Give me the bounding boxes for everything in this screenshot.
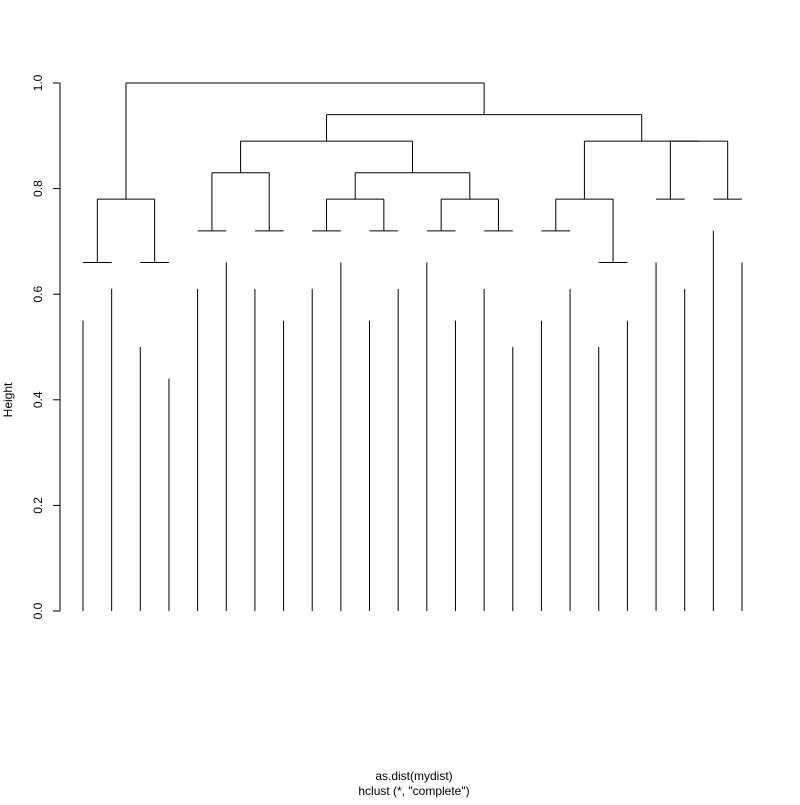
y-tick-label: 1.0 <box>31 74 45 91</box>
y-axis-label: Height <box>1 382 15 417</box>
y-tick-label: 0.0 <box>31 602 45 619</box>
subtitle: hclust (*, "complete") <box>358 784 469 798</box>
y-tick-label: 0.4 <box>31 391 45 408</box>
y-tick-label: 0.8 <box>31 180 45 197</box>
x-axis-label: as.dist(mydist) <box>375 769 452 783</box>
y-tick-label: 0.6 <box>31 286 45 303</box>
y-tick-label: 0.2 <box>31 497 45 514</box>
